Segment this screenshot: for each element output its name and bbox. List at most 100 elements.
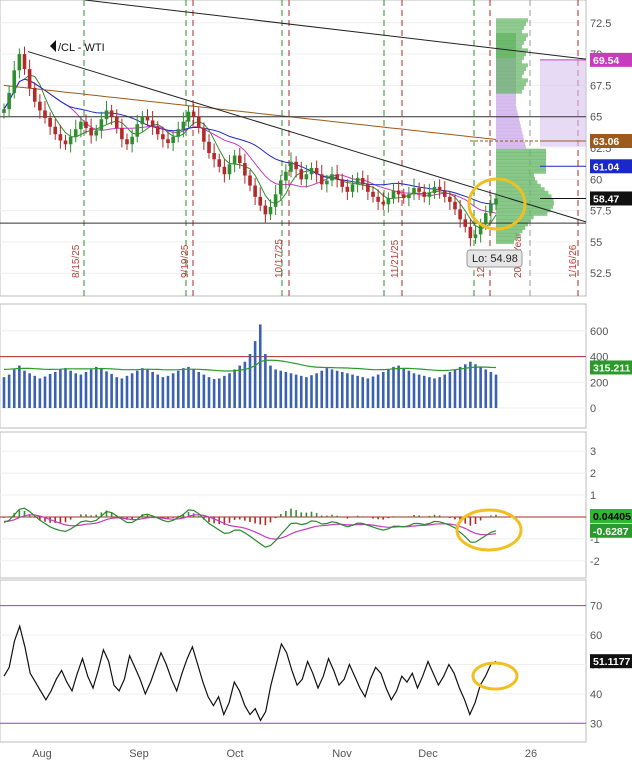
back-arrow-icon[interactable] <box>50 40 56 52</box>
profile-top-18 <box>496 22 526 27</box>
candlesticks <box>2 46 498 247</box>
vol-tick-0: 600 <box>590 326 608 338</box>
vol-bar-55 <box>284 372 288 408</box>
price-marker-3-bg <box>590 191 632 206</box>
date-label-6: 1/16/26 <box>568 244 579 278</box>
vol-bar-45 <box>233 369 236 408</box>
candle-body-3 <box>17 54 22 71</box>
vol-bar-4 <box>23 370 26 408</box>
price-tick-5: 60 <box>590 174 602 186</box>
candle-body-62 <box>319 174 324 185</box>
candle-body-95 <box>489 204 493 214</box>
profile-top-5 <box>496 70 524 75</box>
candle-body-16 <box>84 121 88 128</box>
vol-bar-42 <box>217 378 221 408</box>
candle-body-24 <box>125 139 129 145</box>
rsi-highlight-circle <box>471 661 519 691</box>
candle-body-13 <box>68 136 73 145</box>
candle-body-70 <box>360 178 365 185</box>
vol-bar-70 <box>361 377 365 408</box>
volume-marker: 315.211 <box>590 360 632 375</box>
vol-avg-line <box>3 359 497 372</box>
vol-bar-31 <box>161 377 165 408</box>
vol-bar-85 <box>438 377 441 408</box>
candle-body-55 <box>284 171 288 181</box>
vol-bar-28 <box>146 369 149 408</box>
candle-body-56 <box>289 161 293 172</box>
vol-bar-74 <box>381 372 385 408</box>
vol-bar-37 <box>192 369 195 408</box>
vol-bar-59 <box>305 377 308 408</box>
vol-bar-16 <box>84 372 88 408</box>
profile-top-13 <box>496 40 524 45</box>
candle-body-79 <box>407 194 411 199</box>
profile-bar-21 <box>496 166 546 171</box>
candle-body-39 <box>202 127 206 142</box>
profile-top-7 <box>496 63 528 68</box>
candle-body-31 <box>161 134 165 140</box>
macd-main-line <box>3 507 497 548</box>
vol-bar-64 <box>330 369 334 408</box>
profile-bar-1 <box>496 236 517 241</box>
profile-bar-30 <box>496 134 524 139</box>
vol-bar-25 <box>130 373 134 408</box>
vol-bar-19 <box>100 368 103 408</box>
profile-bar-40 <box>496 99 516 104</box>
x-label-0: Aug <box>32 748 52 760</box>
candle-body-81 <box>417 188 421 192</box>
vol-bar-50 <box>258 324 262 408</box>
macd-gridlines <box>0 450 586 562</box>
vol-bar-76 <box>392 366 395 408</box>
vol-bar-86 <box>443 374 447 408</box>
vol-bar-69 <box>356 375 359 408</box>
vol-bar-5 <box>28 373 31 408</box>
vol-bar-92 <box>474 364 477 408</box>
candle-body-60 <box>309 168 314 175</box>
profile-top-9 <box>496 55 524 60</box>
rsi-axis: 7060504030 <box>590 601 602 731</box>
profile-bar-6 <box>496 218 531 223</box>
vol-bar-62 <box>320 370 324 408</box>
candle-body-90 <box>463 219 468 227</box>
candle-body-58 <box>299 169 304 180</box>
vol-bar-84 <box>433 378 436 408</box>
profile-bar-25 <box>496 152 546 157</box>
profile-bar-27 <box>496 145 526 150</box>
vol-bar-18 <box>94 366 98 408</box>
vol-bar-0 <box>2 377 6 408</box>
rsi-panel: 7060504030 51.1177 <box>0 579 632 743</box>
rsi-tick-3: 40 <box>590 689 602 701</box>
vol-bar-57 <box>294 374 298 408</box>
profile-top-3 <box>496 78 528 83</box>
low-label-group: Lo: 54.98 <box>466 249 523 268</box>
macd-highlight-circle <box>455 508 523 552</box>
candle-body-1 <box>7 92 11 110</box>
profile-bar-22 <box>496 162 546 167</box>
profile-top-17 <box>496 25 524 30</box>
profile-bar-4 <box>496 225 526 230</box>
vol-bar-38 <box>197 372 201 408</box>
candle-body-78 <box>401 194 406 199</box>
candle-body-0 <box>2 109 6 113</box>
rsi-marker: 51.1177 <box>590 654 632 669</box>
candle-body-12 <box>63 140 68 145</box>
candle-body-47 <box>243 163 247 176</box>
price-marker-1: 63.06 <box>593 136 619 148</box>
vol-bar-14 <box>74 373 78 408</box>
profile-top-16 <box>496 29 522 34</box>
rsi-tick-0: 70 <box>590 601 602 613</box>
vol-bar-82 <box>422 375 426 408</box>
macd-tick-2: 1 <box>590 490 596 502</box>
vol-bar-29 <box>151 372 154 408</box>
date-label-3: 11/21/25 <box>390 239 401 278</box>
vol-bar-65 <box>335 370 339 408</box>
vol-marker-badge-bg <box>590 360 632 375</box>
profile-bar-39 <box>496 103 516 108</box>
candle-body-33 <box>171 136 175 143</box>
profile-top-6 <box>496 67 526 72</box>
candle-body-25 <box>130 136 134 145</box>
candle-body-34 <box>176 129 181 137</box>
candle-body-61 <box>314 168 319 175</box>
vol-bar-80 <box>412 373 416 408</box>
vol-bar-36 <box>187 366 190 408</box>
